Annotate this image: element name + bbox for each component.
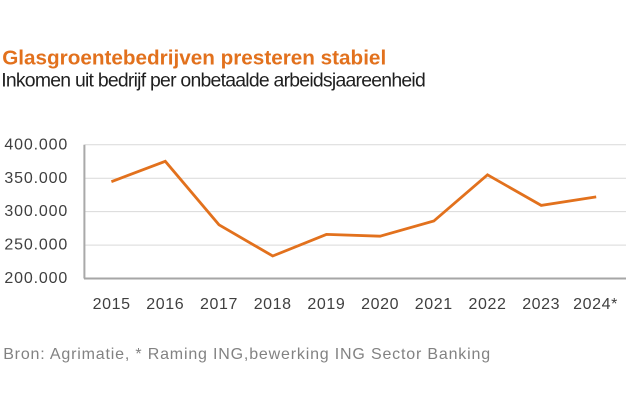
svg-text:2019: 2019 — [307, 296, 345, 313]
svg-text:200.000: 200.000 — [4, 270, 68, 287]
svg-text:350.000: 350.000 — [4, 170, 68, 187]
svg-text:2016: 2016 — [146, 296, 184, 313]
svg-text:2015: 2015 — [93, 296, 131, 313]
svg-text:400.000: 400.000 — [4, 136, 68, 153]
svg-text:2022: 2022 — [469, 296, 507, 313]
svg-text:Inkomen uit bedrijf per onbeta: Inkomen uit bedrijf per onbetaalde arbei… — [1, 70, 425, 92]
svg-text:250.000: 250.000 — [4, 237, 68, 254]
svg-text:300.000: 300.000 — [4, 203, 68, 220]
svg-text:2021: 2021 — [415, 296, 453, 313]
svg-text:Bron: Agrimatie, * Raming ING,: Bron: Agrimatie, * Raming ING,bewerking … — [3, 346, 491, 363]
svg-text:2018: 2018 — [254, 296, 292, 313]
svg-text:2017: 2017 — [200, 296, 238, 313]
svg-text:2020: 2020 — [361, 296, 399, 313]
svg-text:2024*: 2024* — [573, 296, 618, 313]
svg-text:Glasgroentebedrijven presteren: Glasgroentebedrijven presteren stabiel — [2, 46, 386, 69]
svg-text:2023: 2023 — [522, 296, 560, 313]
